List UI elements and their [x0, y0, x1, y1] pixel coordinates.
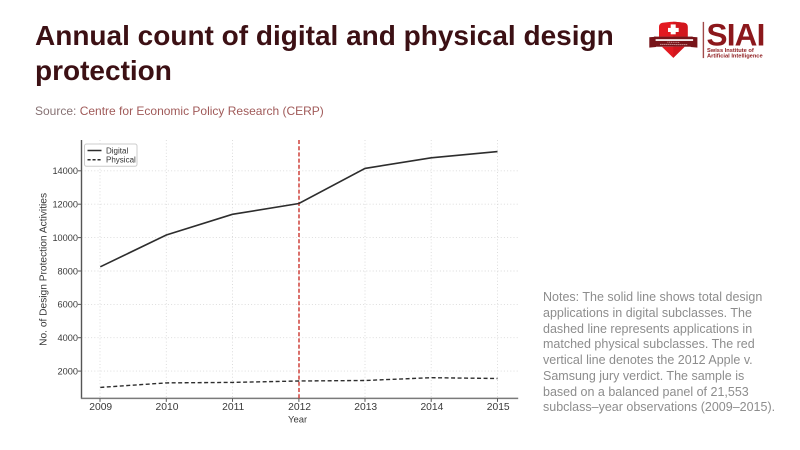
svg-text:2015: 2015: [487, 402, 510, 413]
svg-text:2000: 2000: [58, 366, 78, 376]
svg-text:2013: 2013: [354, 402, 377, 413]
svg-text:Year: Year: [288, 414, 307, 425]
svg-text:2009: 2009: [89, 402, 112, 413]
svg-text:10000: 10000: [52, 233, 78, 243]
svg-text:Digital: Digital: [106, 146, 128, 155]
svg-text:Swiss Institute of: Swiss Institute of: [707, 48, 754, 54]
svg-text:2011: 2011: [222, 402, 244, 413]
svg-text:14000: 14000: [52, 166, 78, 176]
svg-text:4000: 4000: [58, 333, 78, 343]
svg-text:Artificial Intelligence: Artificial Intelligence: [707, 53, 763, 59]
svg-text:2014: 2014: [420, 402, 443, 413]
svg-text:SIAI: SIAI: [707, 16, 765, 52]
svg-text:12000: 12000: [52, 200, 78, 210]
svg-text:2012: 2012: [288, 402, 311, 413]
svg-text:No. of Design Protection Activ: No. of Design Protection Activities: [39, 193, 50, 346]
svg-text:8000: 8000: [58, 266, 78, 276]
svg-text:2010: 2010: [156, 402, 179, 413]
svg-text:6000: 6000: [58, 300, 78, 310]
svg-text:Physical: Physical: [106, 156, 136, 165]
